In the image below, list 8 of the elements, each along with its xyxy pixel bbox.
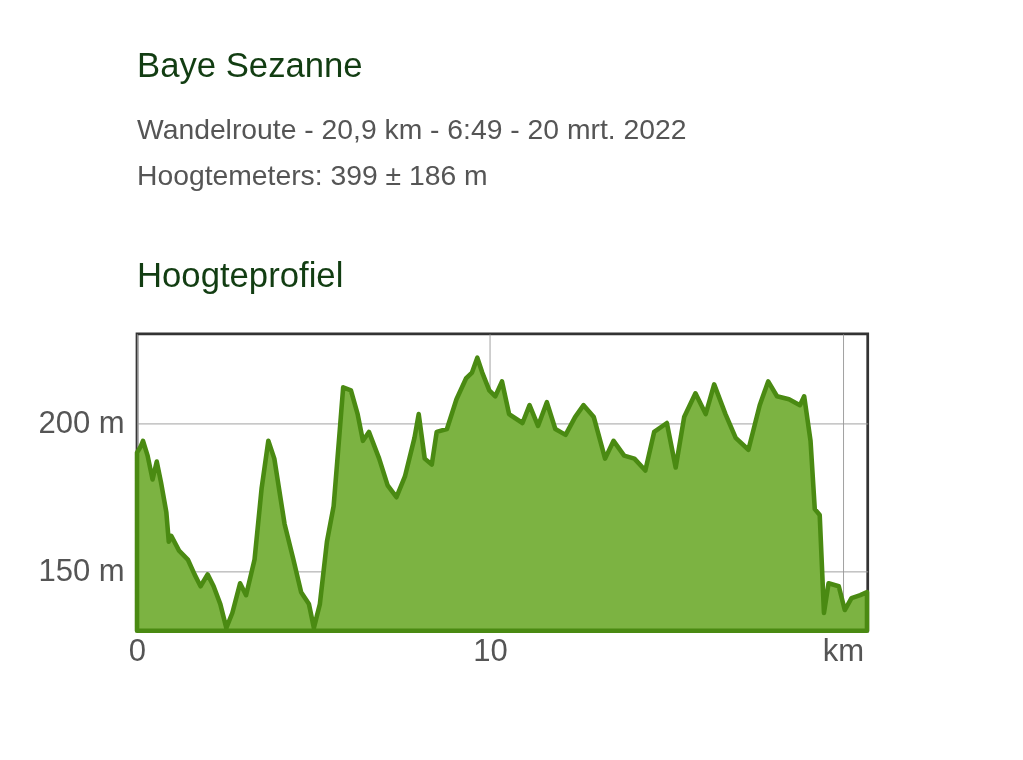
x-tick-label: 10 xyxy=(473,633,508,669)
x-tick-label: km xyxy=(822,633,865,669)
text: Hoogteprofiel xyxy=(137,256,344,295)
y-tick-label: 150 m xyxy=(38,553,125,589)
y-tick-label: 200 m xyxy=(38,404,125,440)
x-tick-label: 0 xyxy=(128,633,147,669)
chart-subtitle: Wandelroute - 20,9 km - 6:49 - 20 mrt. 2022 Hoogtemeters: 399 ± 186 m xyxy=(137,113,687,192)
chart-title: Baye Sezanne xyxy=(137,46,363,85)
